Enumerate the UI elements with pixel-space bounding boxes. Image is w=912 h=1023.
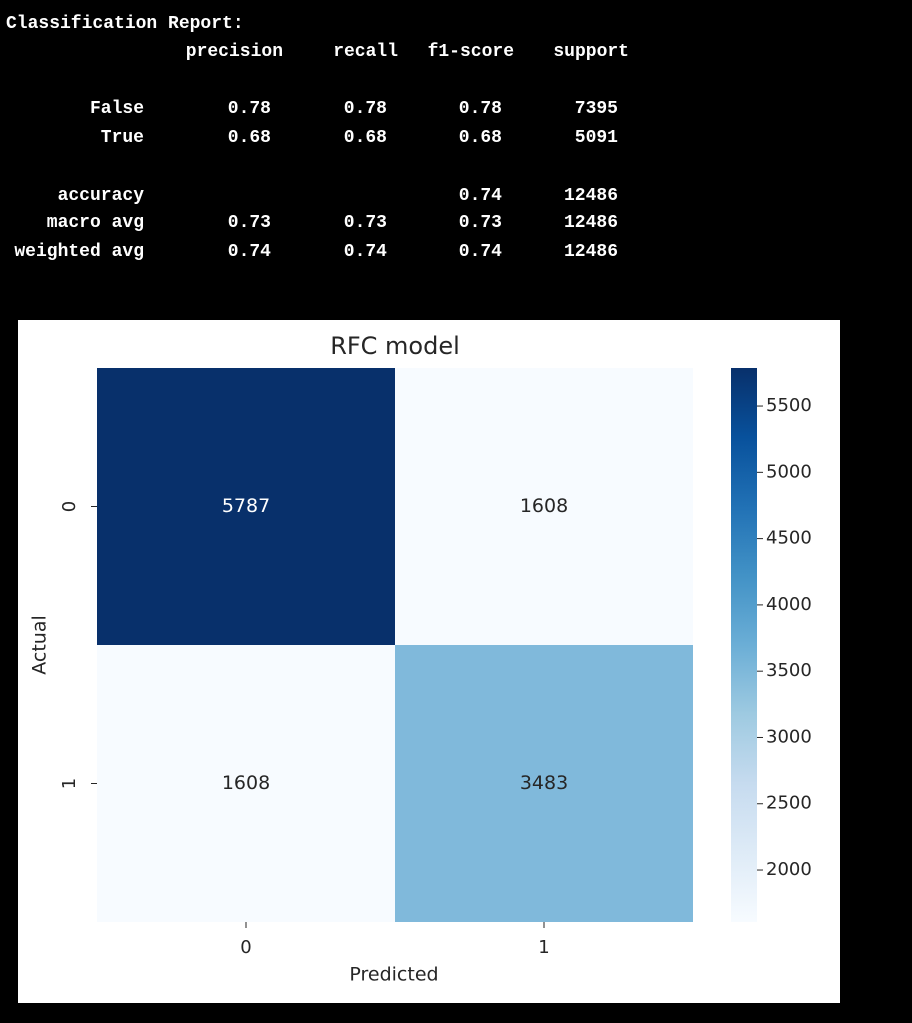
cell-annotation: 3483 [520,772,568,794]
cell-value: 0.74 [458,242,502,262]
cell-value: 0.68 [343,128,387,148]
cell-value: 0.74 [227,242,271,262]
heatmap-cell [395,368,693,645]
colorbar-tick-label: 4000 [766,594,812,615]
cell-value: 0.78 [458,99,502,119]
row-label: False [89,99,144,119]
cell-value: 7395 [574,99,618,119]
cell-value: 0.74 [343,242,387,262]
y-axis-label: Actual [29,615,51,675]
row-label: accuracy [57,186,144,206]
colorbar-tick-label: 5000 [766,461,812,482]
colorbar-tick-label: 2500 [766,793,812,814]
cell-value: 0.68 [458,128,502,148]
column-header: precision [185,42,283,62]
cell-annotation: 1608 [222,772,270,794]
y-tick-label: 0 [59,501,80,512]
row-label: weighted avg [14,242,144,262]
cell-value: 0.78 [227,99,271,119]
colorbar-tick-label: 3000 [766,726,812,747]
x-axis-label: Predicted [349,964,438,986]
y-tick-label: 1 [59,778,80,789]
colorbar-tick-label: 2000 [766,859,812,880]
cell-value: 0.73 [227,213,271,233]
cell-value: 0.73 [458,213,502,233]
cell-value: 0.78 [343,99,387,119]
classification-report: Classification Report: precision recall f1… [0,0,912,300]
cell-value: 5091 [574,128,618,148]
cell-value: 12486 [563,186,618,206]
colorbar-tick-label: 3500 [766,660,812,681]
column-header: support [553,42,629,62]
cell-annotation: 5787 [222,495,270,517]
row-label: macro avg [46,213,144,233]
cell-value: 0.74 [458,186,502,206]
cell-value: 0.68 [227,128,271,148]
row-label: True [100,128,144,148]
cell-annotation: 1608 [520,495,568,517]
heatmap-cell [97,645,395,922]
cell-value: 12486 [563,213,618,233]
heatmap-cell [97,368,395,645]
x-tick-label: 1 [538,937,549,958]
column-header: f1-score [427,42,514,62]
report-title: Classification Report: [6,14,244,34]
colorbar [731,368,757,922]
cell-value: 12486 [563,242,618,262]
chart-title: RFC model [330,332,460,360]
colorbar-tick-label: 4500 [766,528,812,549]
x-tick-label: 0 [240,937,251,958]
colorbar-tick-label: 5500 [766,395,812,416]
column-header: recall [333,42,398,62]
cell-value: 0.73 [343,213,387,233]
heatmap-cell [395,645,693,922]
